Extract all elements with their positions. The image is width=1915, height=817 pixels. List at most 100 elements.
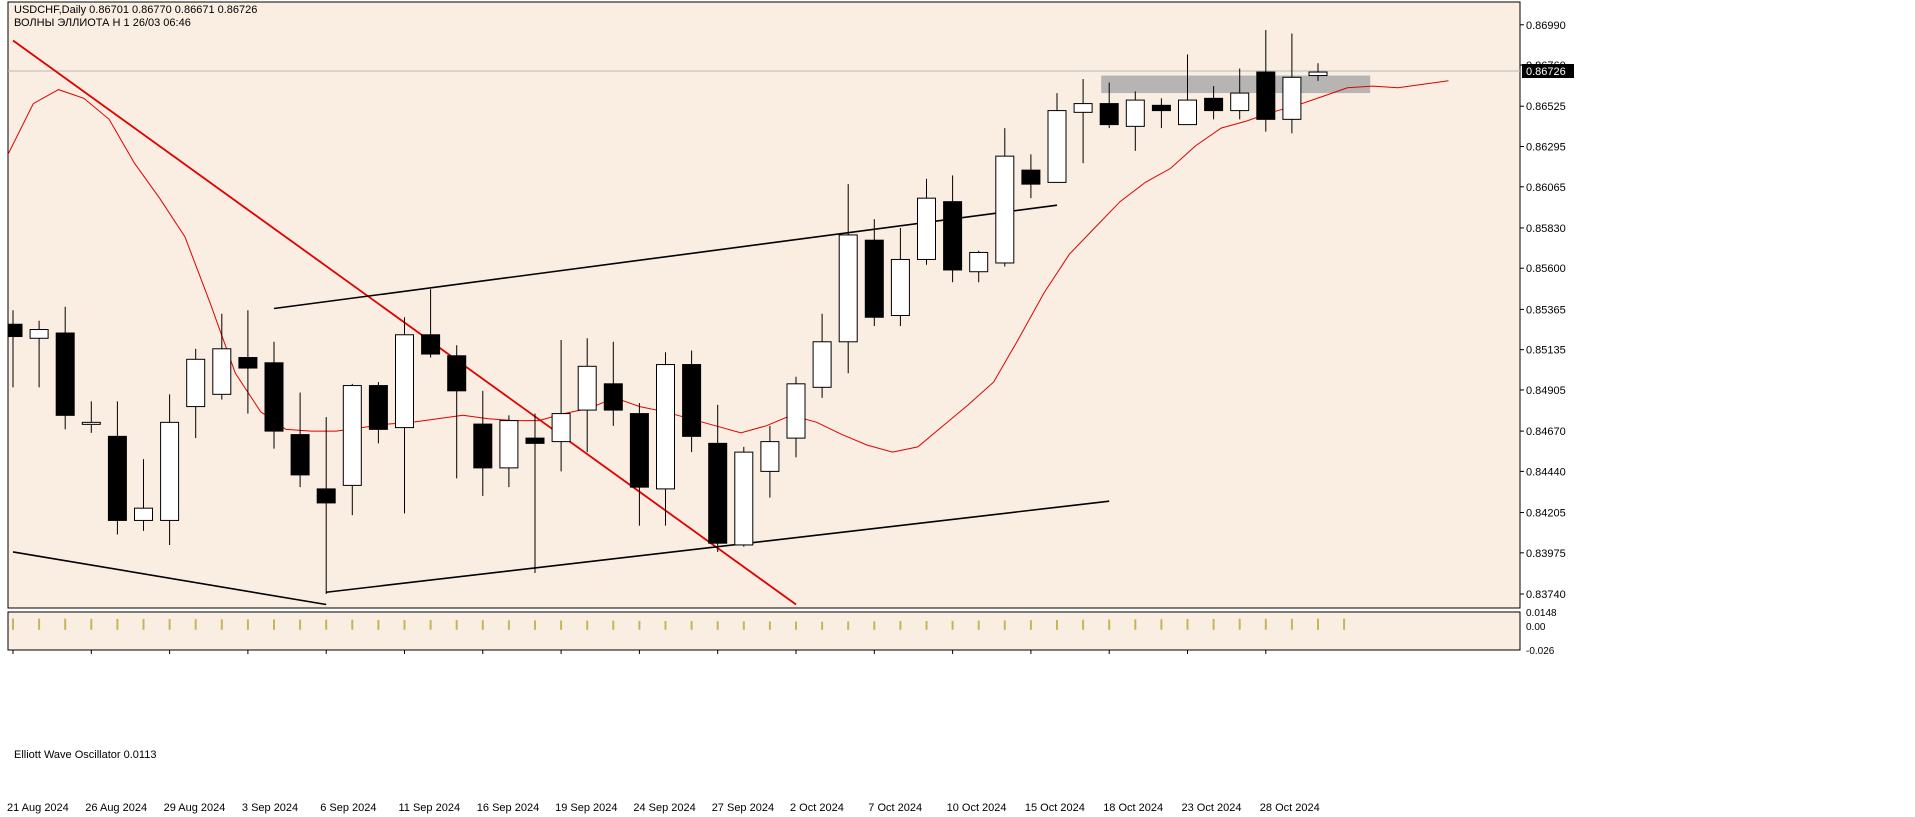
candle [316, 417, 336, 594]
candle [1308, 63, 1328, 81]
candle-body [1151, 104, 1171, 112]
oscillator-bar [12, 618, 14, 630]
oscillator-bar [325, 619, 328, 630]
price-tick-label: 0.86525 [1526, 101, 1566, 113]
candle-body [786, 383, 806, 439]
candle [81, 401, 101, 433]
oscillator-bar [977, 620, 980, 630]
candle [212, 313, 232, 400]
candle [577, 338, 597, 453]
oscillator-bar [1082, 619, 1085, 630]
candle-body [1125, 99, 1145, 127]
candle [395, 317, 414, 514]
candle [995, 128, 1015, 267]
candle-body [917, 197, 936, 260]
date-tick-label: 7 Oct 2024 [868, 802, 922, 814]
candle [1021, 154, 1041, 199]
oscillator-bar [925, 620, 928, 630]
oscillator-bar [664, 620, 667, 630]
candle [760, 425, 780, 498]
candle-body [238, 357, 258, 369]
candle [1099, 82, 1119, 129]
candle [160, 394, 180, 545]
candle-body [1308, 71, 1328, 77]
candle-body [864, 239, 884, 318]
candle [551, 340, 571, 472]
last-price-label: 0.86726 [1526, 66, 1566, 78]
candle [838, 184, 858, 374]
oscillator-tick-label: 0.0148 [1526, 608, 1557, 619]
oscillator-bar [638, 620, 641, 630]
oscillator-bar [116, 618, 119, 630]
candle-body [708, 442, 728, 544]
oscillator-bar [90, 618, 93, 630]
oscillator-bar [612, 620, 615, 630]
price-tick-label: 0.85600 [1526, 263, 1566, 275]
candle-body [316, 488, 336, 504]
oscillator-bar [1212, 618, 1215, 630]
oscillator-bar [847, 621, 850, 630]
candle-body [212, 348, 232, 395]
candle [969, 250, 989, 283]
candle-body [890, 258, 910, 317]
oscillator-bar [690, 621, 693, 630]
candle-body [812, 341, 832, 388]
plot-layer [8, 30, 1520, 606]
candle-body [473, 423, 493, 469]
oscillator-bar [1317, 618, 1319, 630]
date-tick-label: 16 Sep 2024 [477, 802, 539, 814]
candle-body [368, 385, 388, 430]
candle [238, 310, 258, 414]
oscillator-bar [1264, 618, 1267, 630]
candle [29, 320, 49, 388]
date-tick-label: 18 Oct 2024 [1103, 802, 1163, 814]
candle [290, 392, 310, 488]
oscillator-bar [586, 620, 589, 630]
candle [107, 401, 127, 535]
price-tick-label: 0.85135 [1526, 345, 1566, 357]
candle-body [525, 437, 545, 444]
candle-body [1099, 103, 1119, 126]
candle-body [8, 323, 23, 338]
candle [890, 227, 910, 327]
candle-body [290, 434, 310, 476]
price-tick-label: 0.84905 [1526, 385, 1566, 397]
candle [55, 306, 75, 430]
candle-body [1021, 169, 1041, 185]
candle-body [838, 234, 858, 343]
symbol-header: USDCHF,Daily 0.86701 0.86770 0.86671 0.8… [14, 4, 258, 16]
oscillator-bar [534, 620, 536, 630]
oscillator-bar [716, 621, 719, 630]
last-price-tag [1522, 64, 1574, 79]
candle-body [734, 451, 754, 546]
candle [473, 390, 493, 496]
candle-body [342, 385, 362, 486]
candle [917, 178, 936, 265]
candle-body [656, 364, 675, 490]
candle-body [55, 332, 75, 416]
candle [786, 376, 806, 458]
oscillator-bar [1029, 620, 1032, 630]
candle-body [447, 355, 467, 392]
oscillator-bar [1186, 618, 1189, 630]
candle-body [186, 358, 206, 408]
date-tick-label: 28 Oct 2024 [1260, 802, 1320, 814]
candle [812, 313, 832, 398]
candle [943, 175, 963, 283]
candle [342, 383, 362, 516]
price-tick-label: 0.85830 [1526, 223, 1566, 235]
oscillator-bar [168, 619, 171, 630]
candle-body [1073, 103, 1093, 113]
candle [1230, 68, 1250, 120]
date-tick-label: 27 Sep 2024 [712, 802, 774, 814]
price-tick-label: 0.86990 [1526, 20, 1566, 32]
price-tick-label: 0.86065 [1526, 182, 1566, 194]
candle [421, 289, 441, 358]
candle-body [682, 364, 702, 437]
oscillator-bar [481, 620, 484, 630]
candle-body [1230, 92, 1250, 112]
candle [1282, 33, 1302, 134]
price-tick-label: 0.85365 [1526, 304, 1566, 316]
candle [1204, 86, 1224, 120]
